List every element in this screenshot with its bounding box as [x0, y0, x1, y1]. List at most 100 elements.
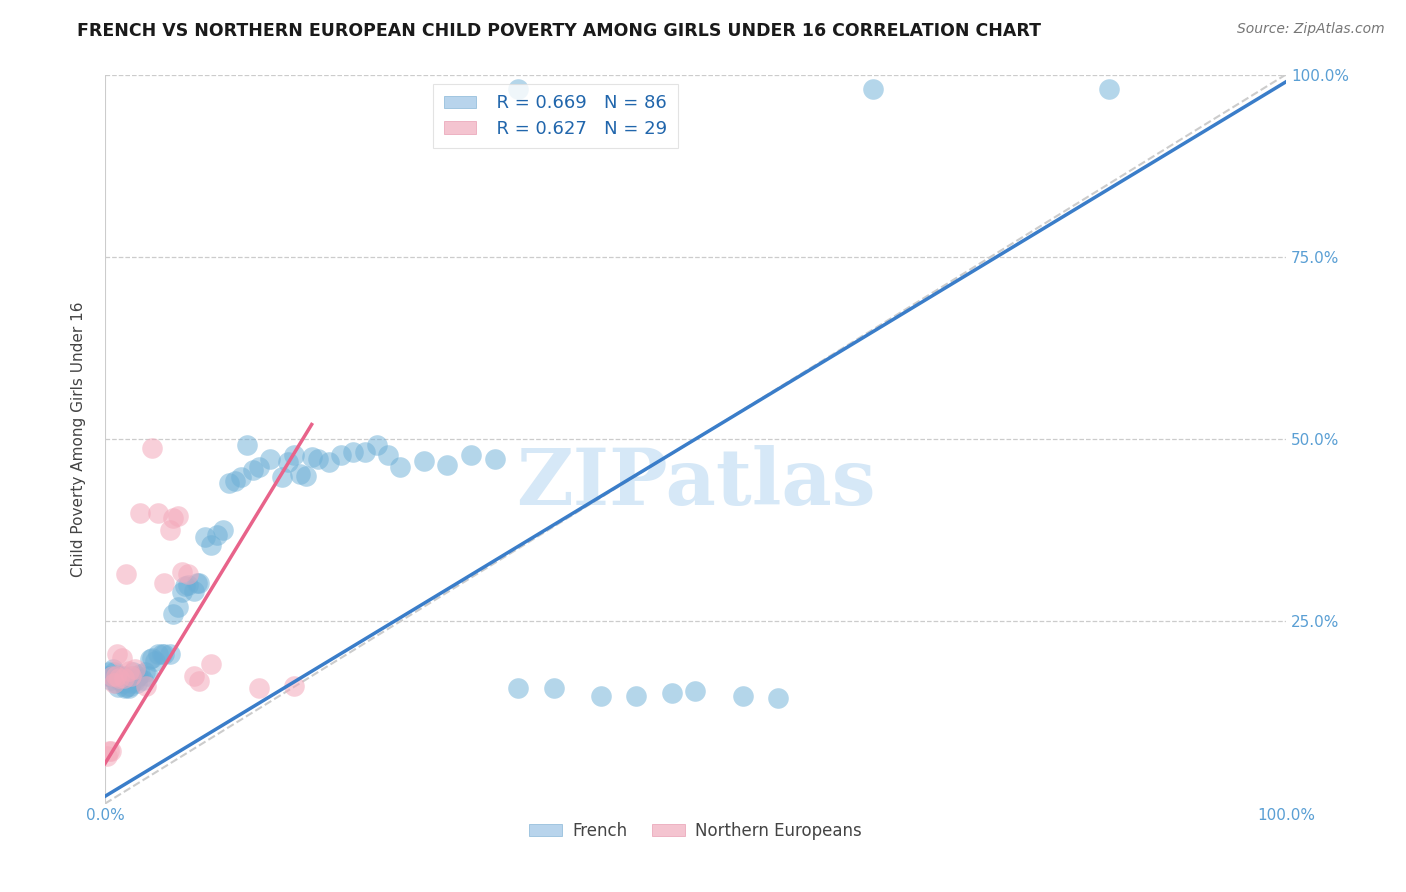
Point	[862, 82, 884, 96]
Point	[114, 681, 136, 696]
Point	[96, 669, 118, 683]
Point	[120, 676, 142, 690]
Text: FRENCH VS NORTHERN EUROPEAN CHILD POVERTY AMONG GIRLS UNDER 16 CORRELATION CHART: FRENCH VS NORTHERN EUROPEAN CHILD POVERT…	[77, 22, 1042, 40]
Point	[105, 647, 128, 661]
Point	[247, 681, 270, 696]
Point	[153, 647, 176, 661]
Point	[589, 689, 612, 703]
Point	[318, 455, 340, 469]
Point	[127, 669, 149, 683]
Point	[141, 441, 163, 455]
Point	[508, 681, 530, 696]
Point	[294, 468, 316, 483]
Point	[134, 665, 156, 680]
Point	[97, 665, 120, 680]
Point	[120, 669, 142, 683]
Point	[110, 674, 132, 689]
Point	[117, 681, 139, 696]
Point	[108, 673, 131, 687]
Point	[307, 452, 329, 467]
Point	[389, 459, 412, 474]
Point	[460, 448, 482, 462]
Point	[377, 448, 399, 462]
Point	[271, 470, 294, 484]
Point	[183, 583, 205, 598]
Point	[301, 450, 323, 465]
Point	[101, 669, 124, 683]
Point	[125, 671, 148, 685]
Point	[100, 673, 122, 687]
Text: Source: ZipAtlas.com: Source: ZipAtlas.com	[1237, 22, 1385, 37]
Point	[129, 666, 152, 681]
Point	[242, 463, 264, 477]
Point	[105, 669, 128, 683]
Point	[685, 683, 707, 698]
Point	[661, 686, 683, 700]
Point	[205, 528, 228, 542]
Point	[162, 511, 184, 525]
Point	[139, 652, 162, 666]
Point	[1098, 82, 1121, 96]
Point	[124, 674, 146, 689]
Point	[125, 676, 148, 690]
Point	[176, 566, 198, 581]
Point	[112, 669, 135, 683]
Point	[484, 452, 506, 467]
Point	[508, 82, 530, 96]
Point	[118, 679, 141, 693]
Point	[103, 665, 125, 680]
Point	[103, 662, 125, 676]
Point	[235, 438, 257, 452]
Point	[117, 674, 139, 689]
Point	[153, 576, 176, 591]
Point	[146, 507, 169, 521]
Point	[170, 585, 193, 599]
Point	[159, 523, 181, 537]
Point	[167, 508, 190, 523]
Point	[218, 475, 240, 490]
Point	[141, 650, 163, 665]
Point	[110, 650, 132, 665]
Point	[170, 565, 193, 579]
Point	[162, 607, 184, 621]
Point	[100, 744, 122, 758]
Point	[212, 523, 235, 537]
Point	[283, 679, 305, 693]
Point	[104, 676, 127, 690]
Point	[277, 455, 299, 469]
Point	[194, 531, 217, 545]
Point	[98, 669, 121, 683]
Point	[121, 669, 143, 683]
Point	[330, 448, 353, 462]
Point	[143, 655, 166, 669]
Point	[366, 438, 388, 452]
Point	[146, 647, 169, 661]
Point	[112, 671, 135, 685]
Y-axis label: Child Poverty Among Girls Under 16: Child Poverty Among Girls Under 16	[72, 301, 86, 577]
Point	[353, 445, 375, 459]
Point	[200, 657, 222, 671]
Point	[101, 669, 124, 683]
Point	[115, 566, 138, 581]
Point	[626, 689, 648, 703]
Text: ZIPatlas: ZIPatlas	[516, 445, 876, 521]
Point	[115, 680, 138, 694]
Point	[186, 576, 208, 591]
Point	[288, 467, 311, 481]
Point	[150, 647, 173, 661]
Point	[124, 662, 146, 676]
Point	[766, 690, 789, 705]
Point	[247, 459, 270, 474]
Point	[107, 680, 129, 694]
Point	[167, 599, 190, 614]
Point	[110, 669, 132, 683]
Point	[176, 578, 198, 592]
Point	[97, 744, 120, 758]
Point	[108, 671, 131, 685]
Point	[136, 669, 159, 683]
Point	[188, 674, 211, 689]
Point	[111, 676, 134, 690]
Point	[412, 454, 434, 468]
Point	[229, 470, 252, 484]
Point	[129, 507, 152, 521]
